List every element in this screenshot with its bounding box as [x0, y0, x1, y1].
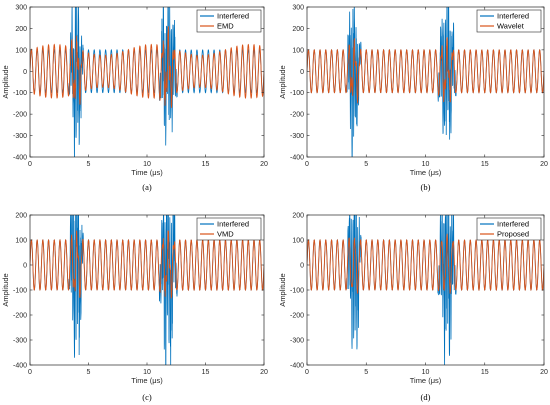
y-tick-label: 100 [15, 238, 27, 245]
x-tick-label: 5 [364, 161, 368, 168]
legend-label: EMD [217, 22, 234, 31]
panel-d: 0 5 10 15 20 -400 -300 -200 -100 0 100 200 Time (μs)… [278, 213, 548, 403]
legend-label: VMD [217, 230, 234, 239]
legend-label: Interfered [217, 12, 249, 21]
y-tick-label: 200 [292, 213, 304, 220]
y-tick-label: -300 [290, 133, 304, 140]
legend-label: Interfered [217, 220, 249, 229]
x-axis-label: Time (μs) [131, 168, 163, 177]
y-tick-label: -100 [290, 90, 304, 97]
x-tick-label: 15 [481, 369, 489, 376]
x-tick-label: 10 [422, 369, 430, 376]
x-tick-label: 0 [305, 161, 309, 168]
panel-caption: (d) [421, 392, 431, 402]
legend-label: Interfered [497, 12, 529, 21]
series-line-vmd [30, 230, 264, 299]
x-axis-label: Time (μs) [131, 376, 163, 385]
y-tick-label: 300 [15, 5, 27, 12]
y-tick-label: -300 [13, 133, 27, 140]
series-line-emd [30, 26, 264, 108]
y-tick-label: 100 [15, 47, 27, 54]
y-tick-label: -400 [13, 155, 27, 162]
panel-a: 0 5 10 15 20 -400 -300 -200 -100 0 100 200 300 Time (… [1, 5, 268, 193]
x-axis-label: Time (μs) [410, 168, 442, 177]
y-tick-label: 0 [300, 263, 304, 270]
legend-label: Proposed [497, 230, 529, 239]
y-axis-label: Amplitude [278, 65, 287, 98]
y-tick-label: -200 [290, 313, 304, 320]
y-tick-label: 0 [23, 69, 27, 76]
y-tick-label: 0 [23, 263, 27, 270]
series-line-proposed [307, 233, 544, 295]
x-tick-label: 15 [202, 369, 210, 376]
y-axis-label: Amplitude [278, 273, 287, 306]
x-tick-label: 5 [364, 369, 368, 376]
y-tick-label: 100 [292, 47, 304, 54]
y-axis-label: Amplitude [1, 273, 10, 306]
legend-label: Interfered [497, 220, 529, 229]
y-tick-label: -300 [290, 338, 304, 345]
y-tick-label: -400 [290, 363, 304, 370]
panel-c: 0 5 10 15 20 -400 -300 -200 -100 0 100 200 Time (μs)… [1, 213, 268, 403]
x-tick-label: 15 [202, 161, 210, 168]
y-tick-label: -200 [290, 112, 304, 119]
panel-b: 0 5 10 15 20 -400 -300 -200 -100 0 100 200 300 Time (… [278, 5, 548, 193]
x-tick-label: 20 [540, 161, 548, 168]
x-tick-label: 0 [28, 369, 32, 376]
legend-label: Wavelet [497, 22, 525, 31]
x-tick-label: 0 [28, 161, 32, 168]
x-tick-label: 5 [87, 369, 91, 376]
panel-caption: (b) [421, 182, 431, 192]
y-tick-label: -200 [13, 112, 27, 119]
x-tick-label: 10 [143, 369, 151, 376]
y-tick-label: -400 [13, 363, 27, 370]
series-line-wavelet [307, 37, 544, 105]
y-tick-label: -200 [13, 313, 27, 320]
x-tick-label: 20 [260, 369, 268, 376]
panel-caption: (a) [142, 182, 152, 192]
y-tick-label: -100 [13, 90, 27, 97]
x-tick-label: 0 [305, 369, 309, 376]
y-tick-label: 200 [15, 26, 27, 33]
y-tick-label: -400 [290, 155, 304, 162]
y-axis-label: Amplitude [1, 65, 10, 98]
panel-caption: (c) [142, 392, 152, 402]
y-tick-label: -100 [13, 288, 27, 295]
y-tick-label: 200 [15, 213, 27, 220]
x-tick-label: 20 [260, 161, 268, 168]
y-tick-label: 300 [292, 5, 304, 12]
y-tick-label: 100 [292, 238, 304, 245]
x-axis-label: Time (μs) [410, 376, 442, 385]
y-tick-label: 200 [292, 26, 304, 33]
x-tick-label: 20 [540, 369, 548, 376]
y-tick-label: 0 [300, 69, 304, 76]
y-tick-label: -300 [13, 338, 27, 345]
x-tick-label: 10 [422, 161, 430, 168]
x-tick-label: 10 [143, 161, 151, 168]
x-tick-label: 15 [481, 161, 489, 168]
x-tick-label: 5 [87, 161, 91, 168]
y-tick-label: -100 [290, 288, 304, 295]
